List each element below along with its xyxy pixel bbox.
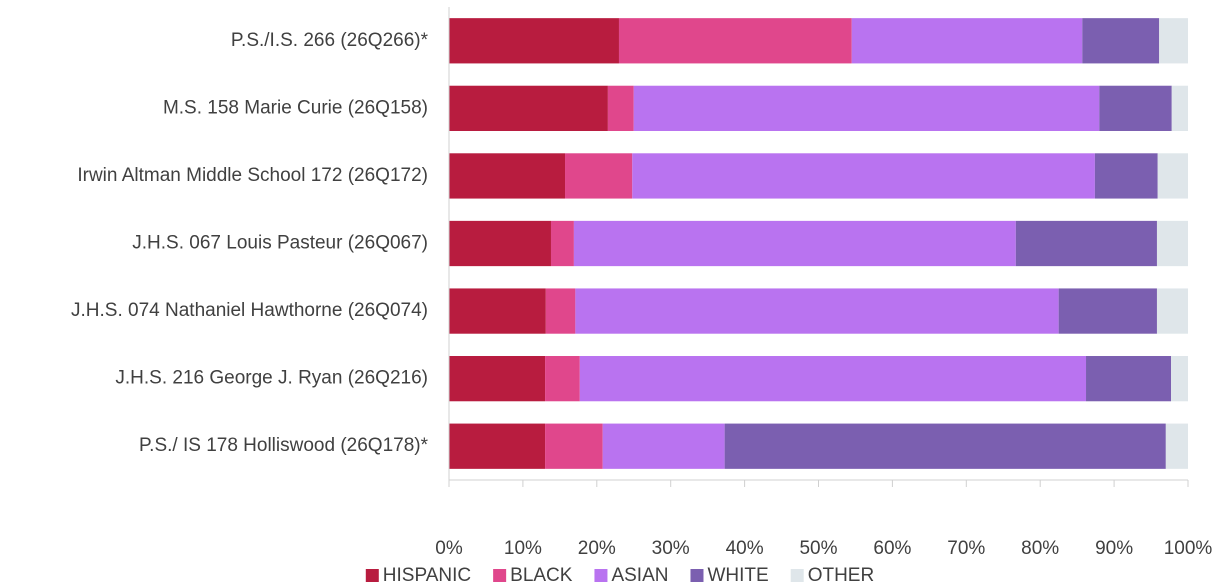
bar-segment [565,153,633,199]
x-tick-label: 50% [799,538,837,559]
bar-segment [545,356,580,402]
bar-segment [851,18,1083,64]
category-label: J.H.S. 067 Louis Pasteur (26Q067) [132,233,428,254]
legend-label: WHITE [707,565,768,586]
x-tick-label: 100% [1164,538,1213,559]
category-label: P.S./ IS 178 Holliswood (26Q178)* [139,435,429,456]
category-label: M.S. 158 Marie Curie (26Q158) [163,97,428,118]
bar-segment [1086,356,1172,402]
legend-swatch [690,569,704,582]
legend-label: BLACK [510,565,573,586]
bar-segment [1156,288,1188,334]
legend-swatch [790,569,804,582]
x-tick-label: 10% [504,538,542,559]
bar-segment [550,220,574,267]
bar-segment [1099,85,1172,131]
category-label: J.H.S. 074 Nathaniel Hawthorne (26Q074) [71,300,428,321]
x-tick-label: 30% [652,538,690,559]
bar-segment [449,288,546,334]
bar-segment [573,220,1016,267]
x-tick-label: 80% [1021,538,1059,559]
bar-segment [575,288,1059,334]
x-tick-label: 40% [726,538,764,559]
bar-segment [579,356,1087,402]
bar-segment [1058,288,1157,334]
bar-segment [1171,85,1188,131]
x-tick-label: 60% [873,538,911,559]
bar-segment [1094,153,1158,199]
bar-segment [545,288,576,334]
x-tick-label: 20% [578,538,616,559]
x-tick-label: 70% [947,538,985,559]
bar-segment [1082,18,1160,64]
bar-segment [545,423,603,469]
bar-segment [724,423,1166,469]
bar-segment [632,153,1095,199]
legend-label: HISPANIC [383,565,471,586]
bar-segment [1165,423,1188,469]
legend-swatch [493,569,507,582]
bar-segment [633,85,1100,131]
bar-segment [1156,220,1188,267]
bar-segment [1171,356,1188,402]
bar-segment [449,85,608,131]
bar-segment [449,153,566,199]
legend-label: ASIAN [611,565,668,586]
bar-segment [449,18,619,64]
bar-segment [449,423,546,469]
bar-segment [449,356,546,402]
x-tick-label: 90% [1095,538,1133,559]
bar-segment [1157,153,1188,199]
bar-segment [449,220,551,267]
bar-segment [1015,220,1157,267]
legend-swatch [365,569,379,582]
category-label: P.S./I.S. 266 (26Q266)* [231,30,429,51]
bar-segment [1159,18,1188,64]
legend-swatch [594,569,608,582]
bar-segment [618,18,852,64]
category-label: J.H.S. 216 George J. Ryan (26Q216) [115,368,428,389]
bar-segment [602,423,725,469]
x-tick-label: 0% [435,538,463,559]
legend-label: OTHER [808,565,875,586]
category-label: Irwin Altman Middle School 172 (26Q172) [77,165,428,186]
bar-segment [607,85,634,131]
